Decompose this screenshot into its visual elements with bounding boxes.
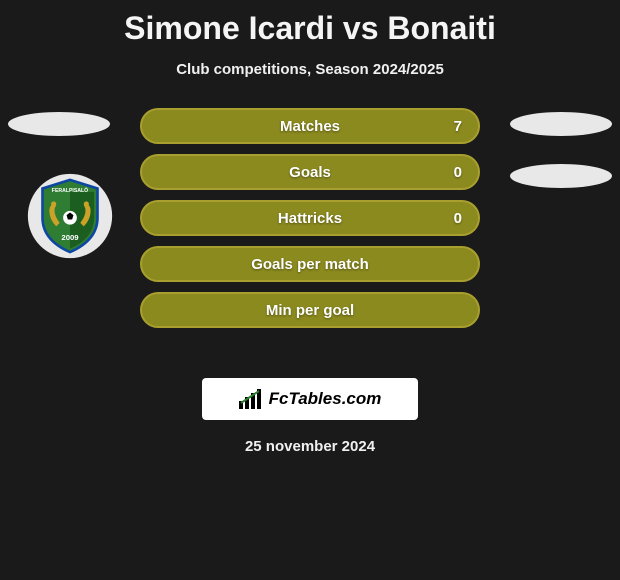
stat-pill-hattricks: Hattricks 0 (140, 200, 480, 236)
svg-text:FERALPISALÒ: FERALPISALÒ (52, 186, 88, 194)
player-right-marker-2 (510, 164, 612, 188)
fctables-icon (239, 389, 263, 409)
comparison-chart: FERALPISALÒ 2009 Matches7Goals0Hattricks… (0, 108, 620, 358)
page-title: Simone Icardi vs Bonaiti (0, 0, 620, 47)
stat-pill-min-per-goal: Min per goal (140, 292, 480, 328)
fctables-brand-text: FcTables.com (269, 389, 382, 409)
player-left-marker-1 (8, 112, 110, 136)
stat-pill-matches: Matches 7 (140, 108, 480, 144)
stat-label: Min per goal (266, 302, 354, 319)
stat-value-right: 0 (454, 210, 462, 227)
club-badge: FERALPISALÒ 2009 (27, 173, 113, 259)
stat-pill-goals: Goals 0 (140, 154, 480, 190)
svg-text:2009: 2009 (61, 233, 79, 242)
stat-label: Goals (289, 164, 331, 181)
date-text: 25 november 2024 (0, 438, 620, 455)
stat-pill-goals-per-match: Goals per match (140, 246, 480, 282)
stat-label: Matches (280, 118, 340, 135)
stat-value-right: 0 (454, 164, 462, 181)
subtitle: Club competitions, Season 2024/2025 (0, 61, 620, 78)
stat-label: Goals per match (251, 256, 369, 273)
fctables-watermark: FcTables.com (202, 378, 418, 420)
stat-value-right: 7 (454, 118, 462, 135)
player-right-marker-1 (510, 112, 612, 136)
stat-label: Hattricks (278, 210, 342, 227)
